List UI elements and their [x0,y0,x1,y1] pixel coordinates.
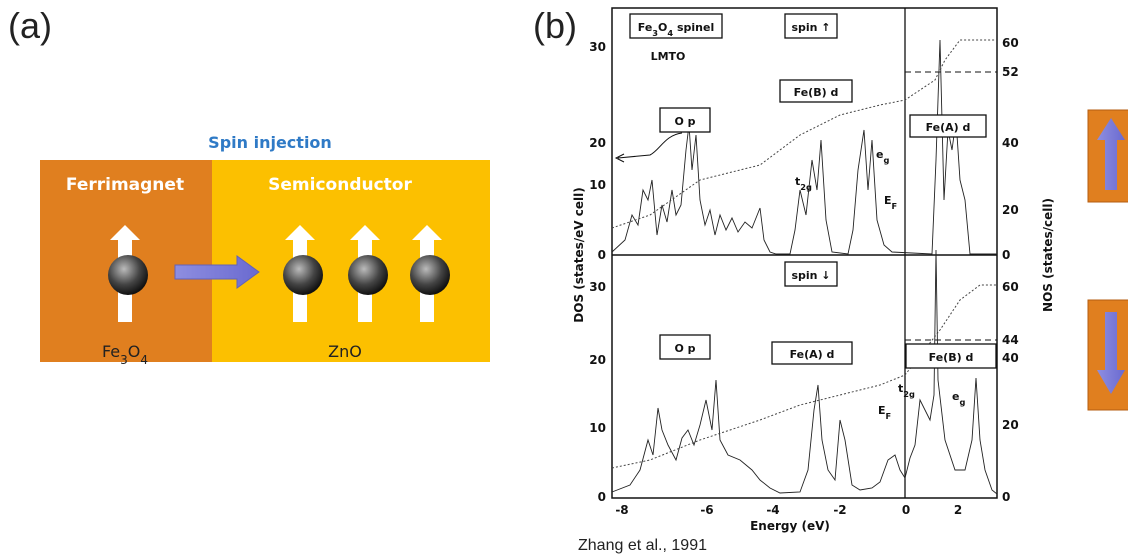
annotation: O p [674,342,695,355]
tick-label: 40 [1002,136,1019,150]
tick-label: -2 [833,503,846,517]
tick-label: 20 [1002,418,1019,432]
tick-label: 30 [589,280,606,294]
citation: Zhang et al., 1991 [578,537,707,554]
right-ticks: 60 52 40 20 0 60 44 40 20 0 [1002,36,1019,504]
annotation: eg [952,390,965,407]
tick-label: 20 [589,353,606,367]
annotation: spin ↓ [791,269,830,282]
tick-label: -4 [766,503,779,517]
tick-label: -6 [700,503,713,517]
left-ticks: 30 20 10 0 30 20 10 0 [589,40,606,504]
tick-label: 40 [1002,351,1019,365]
tick-label: 0 [1002,490,1010,504]
tick-label: 0 [902,503,910,517]
tick-label: 0 [1002,248,1010,262]
figure: (a) Spin injection Ferrimagnet Semicondu… [0,0,1128,558]
x-ticks: -8 -6 -4 -2 0 2 [615,503,962,517]
annotation: Fe(A) d [926,121,971,134]
annotation: LMTO [651,50,686,63]
tick-label: 10 [589,421,606,435]
region-title: Ferrimagnet [66,175,184,195]
text-part: F [886,411,892,421]
tick-label: 0 [598,248,606,262]
tick-label: 10 [589,178,606,192]
annotation: t2g [795,175,812,192]
material: ZnO [328,342,362,361]
tick-label: 60 [1002,280,1019,294]
tick-label: 20 [589,136,606,150]
text-part: ZnO [328,342,362,361]
text-part: F [892,201,898,211]
text-part: O [658,21,667,34]
text-part: O [128,342,141,361]
panel-label: (b) [533,5,577,46]
annotation: Fe(B) d [794,86,839,99]
y-axis-label: DOS (states/eV cell) [572,187,586,322]
text-part: 3 [120,353,128,367]
x-axis-label: Energy (eV) [750,519,830,533]
text-part: 2g [800,182,812,192]
annotation: Fe(B) d [929,351,974,364]
heading: Spin injection [208,133,332,152]
text-part: e [952,390,959,403]
tick-label: 30 [589,40,606,54]
annotation: eg [876,148,889,165]
text-part: E [878,404,886,417]
panel-label: (a) [8,5,52,46]
text-part: Fe [102,342,120,361]
annotation: EF [878,404,891,421]
pointer [616,133,682,162]
annotation: O p [674,115,695,128]
tick-label: 52 [1002,65,1019,79]
text-part: Fe [638,21,653,34]
text-part: 4 [140,353,148,367]
tick-label: 20 [1002,203,1019,217]
text-part: E [884,194,892,207]
tick-label: 44 [1002,333,1019,347]
text-part: g [883,155,889,165]
text-part: spinel [673,21,714,34]
annotation: EF [884,194,897,211]
annotation: spin ↑ [791,21,830,34]
y-axis-label: NOS (states/cell) [1041,198,1055,312]
region-title: Semiconductor [268,175,412,195]
tick-label: 2 [954,503,962,517]
annotation: Fe(A) d [790,348,835,361]
text-part: g [959,397,965,407]
annotation: t2g [898,382,915,399]
nos-curve [612,285,997,468]
tick-label: 0 [598,490,606,504]
text-part: 2g [903,389,915,399]
tick-label: 60 [1002,36,1019,50]
tick-label: -8 [615,503,628,517]
text-part: e [876,148,883,161]
